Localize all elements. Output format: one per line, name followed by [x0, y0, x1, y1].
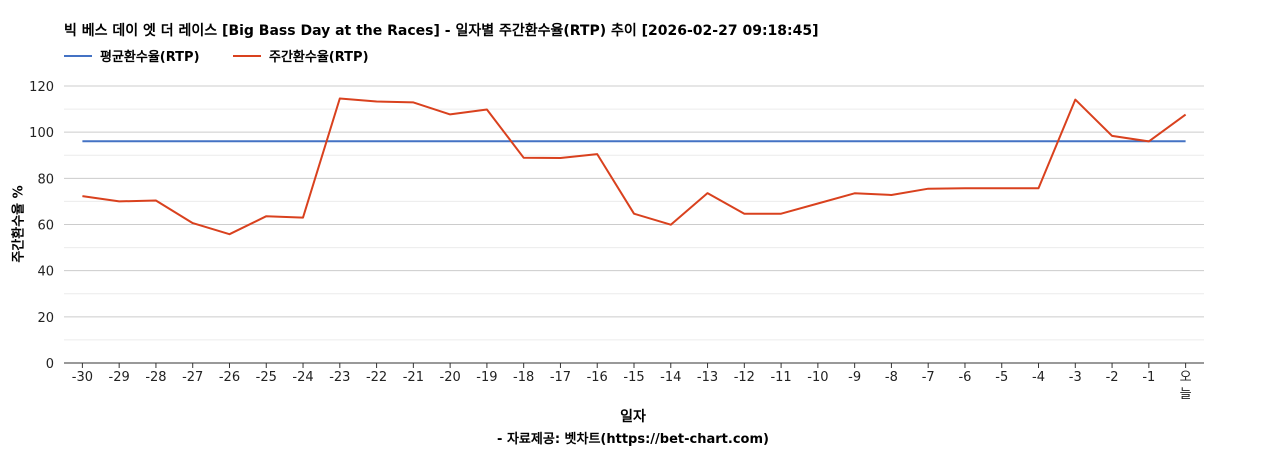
legend-item-weekly-rtp[interactable]: 주간환수율(RTP) [233, 46, 369, 65]
y-tick-label: 100 [29, 126, 54, 141]
x-tick-label: -17 [550, 370, 571, 385]
axes [64, 362, 1204, 368]
x-tick-label: -19 [476, 370, 497, 385]
source-note: - 자료제공: 벳차트(https://bet-chart.com) [497, 432, 769, 447]
legend-item-average-rtp[interactable]: 평균환수율(RTP) [64, 46, 200, 65]
x-axis-label: 일자 [620, 409, 646, 425]
x-tick-label: -15 [623, 370, 644, 385]
legend-label-average: 평균환수율(RTP) [100, 50, 200, 65]
gridlines [64, 85, 1204, 341]
y-tick-label: 20 [37, 311, 54, 326]
x-tick-label: -9 [848, 370, 861, 385]
x-tick-label: -26 [219, 370, 240, 385]
x-tick-label: -3 [1069, 370, 1082, 385]
x-tick-label: -27 [182, 370, 203, 385]
x-tick-label: -7 [922, 370, 935, 385]
series-lines [82, 97, 1187, 236]
x-tick-label: -10 [807, 370, 828, 385]
legend-swatch-average [64, 54, 92, 57]
x-tick-label: -5 [995, 370, 1008, 385]
x-tick-label: -20 [440, 370, 461, 385]
x-tick-label: -2 [1106, 370, 1119, 385]
chart-title: 빅 베스 데이 엣 더 레이스 [Big Bass Day at the Rac… [64, 23, 819, 39]
x-tick-label: -29 [109, 370, 130, 385]
legend-swatch-weekly [233, 54, 261, 57]
y-tick-label: 60 [37, 219, 54, 234]
x-tick-label: -30 [72, 370, 93, 385]
x-tick-label: -23 [329, 370, 350, 385]
x-tick-label: -6 [958, 370, 971, 385]
x-tick-label: -21 [403, 370, 424, 385]
x-tick-label: -13 [697, 370, 718, 385]
y-tick-label: 0 [46, 357, 54, 372]
x-tick-label: -24 [292, 370, 313, 385]
x-tick-label: -22 [366, 370, 387, 385]
x-tick-label: -1 [1142, 370, 1155, 385]
y-tick-label: 80 [37, 172, 54, 187]
series-line-weekly-rtp[interactable] [82, 97, 1187, 236]
x-tick-label: -16 [587, 370, 608, 385]
x-tick-label: -8 [885, 370, 898, 385]
x-tick-label: -12 [734, 370, 755, 385]
x-tick-label: -14 [660, 370, 681, 385]
tick-labels: 0 20 40 60 80 100 120 -30 -29 -28 -27 -26 -25 -24 -23 -… [29, 80, 1191, 402]
x-tick-label: -28 [145, 370, 166, 385]
y-tick-label: 40 [37, 265, 54, 280]
x-tick-label: -11 [770, 370, 791, 385]
x-tick-label: -4 [1032, 370, 1045, 385]
x-tick-label: -18 [513, 370, 534, 385]
legend-label-weekly: 주간환수율(RTP) [269, 50, 369, 65]
y-tick-label: 120 [29, 80, 54, 95]
x-tick-label: -25 [256, 370, 277, 385]
